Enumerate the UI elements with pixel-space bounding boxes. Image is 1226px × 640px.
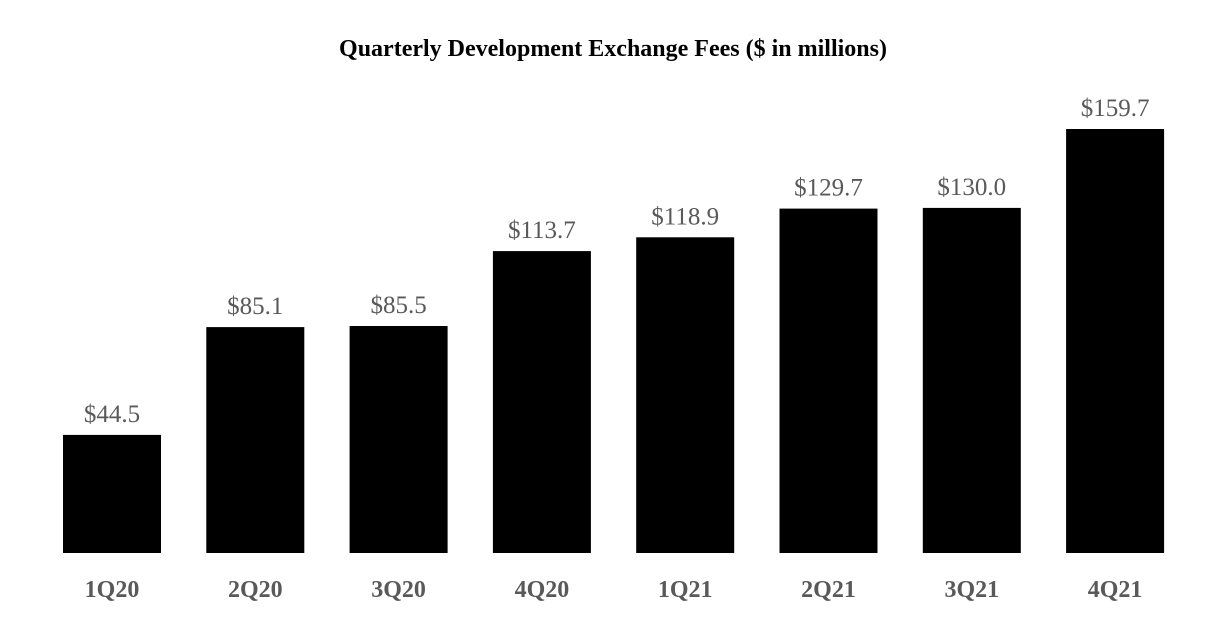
value-label-1Q21: $118.9 [651,203,719,230]
chart-title: Quarterly Development Exchange Fees ($ i… [339,36,887,62]
bars-group [63,129,1165,554]
value-label-4Q21: $159.7 [1081,95,1150,122]
x-tick-label-1Q21: 1Q21 [658,577,713,603]
x-tick-label-2Q21: 2Q21 [801,577,856,603]
x-tick-label-3Q20: 3Q20 [371,577,426,603]
x-tick-label-4Q20: 4Q20 [515,577,570,603]
x-tick-label-2Q20: 2Q20 [228,577,283,603]
bar-4Q21 [1066,129,1165,553]
value-label-3Q21: $130.0 [937,174,1006,201]
value-label-1Q20: $44.5 [84,401,140,428]
bar-4Q20 [492,251,591,553]
value-label-2Q21: $129.7 [794,175,863,202]
x-tick-labels-group: 1Q20 2Q20 3Q20 4Q20 1Q21 2Q21 3Q21 4Q21 [85,577,1143,603]
x-tick-label-4Q21: 4Q21 [1088,577,1143,603]
value-label-3Q20: $85.5 [370,292,426,319]
bar-3Q21 [922,207,1021,553]
bar-1Q21 [636,237,735,554]
value-labels-group: $44.5 $85.1 $85.5 $113.7 $118.9 $129.7 $130.0 $… [84,95,1150,428]
bar-2Q21 [779,208,878,553]
x-tick-label-1Q20: 1Q20 [85,577,140,603]
x-tick-label-3Q21: 3Q21 [944,577,999,603]
bar-2Q20 [206,327,305,553]
bar-3Q20 [349,326,448,553]
value-label-2Q20: $85.1 [227,293,283,320]
value-label-4Q20: $113.7 [508,217,576,244]
bar-1Q20 [63,434,161,553]
